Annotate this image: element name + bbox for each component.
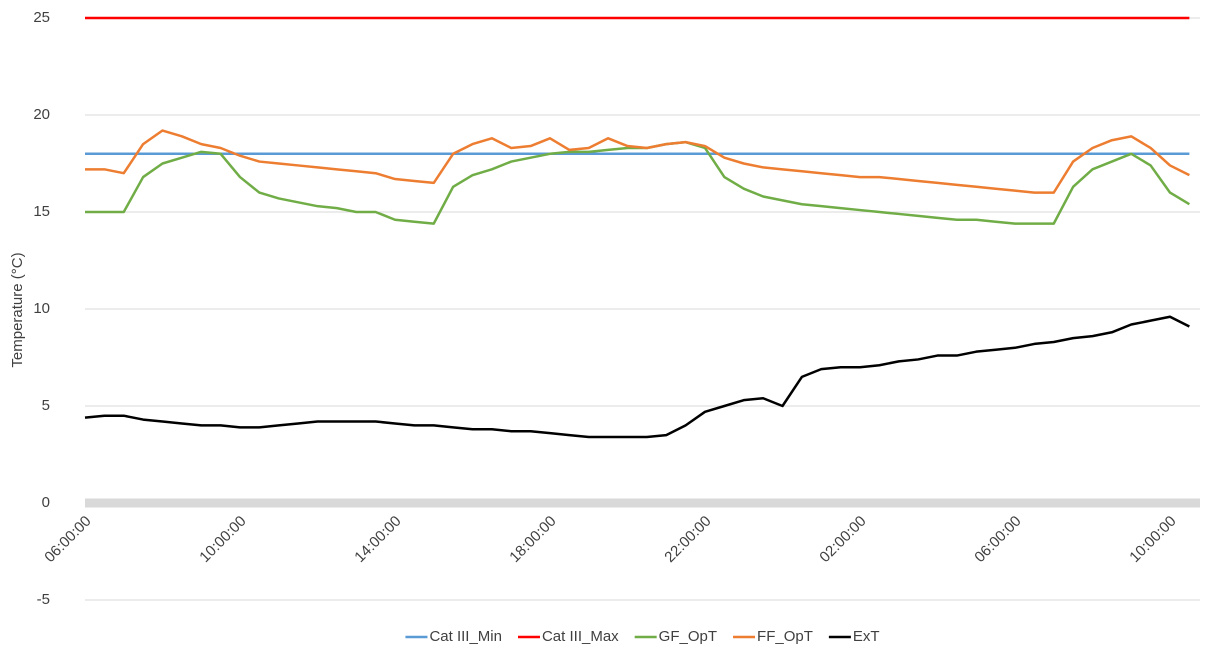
series-line xyxy=(84,315,1190,439)
series-line xyxy=(85,129,1190,194)
x-tick-label: 06:00:00 xyxy=(41,513,94,566)
legend-label: Cat III_Max xyxy=(542,628,619,645)
legend-label: GF_OpT xyxy=(659,628,717,645)
x-tick-label: 18:00:00 xyxy=(506,513,559,566)
y-tick-label: 15 xyxy=(33,203,50,220)
y-tick-label: -5 xyxy=(37,591,50,608)
y-tick-label: 20 xyxy=(33,106,50,123)
y-axis-label: Temperature (°C) xyxy=(9,252,26,367)
y-tick-label: 10 xyxy=(33,300,50,317)
legend-label: FF_OpT xyxy=(757,628,813,645)
x-tick-label: 22:00:00 xyxy=(661,513,714,566)
x-tick-label: 14:00:00 xyxy=(351,513,404,566)
x-tick-label: 10:00:00 xyxy=(196,513,249,566)
y-tick-label: 5 xyxy=(42,397,50,414)
x-tick-label: 10:00:00 xyxy=(1126,513,1179,566)
x-tick-label: 06:00:00 xyxy=(971,513,1024,566)
x-tick-label: 02:00:00 xyxy=(816,513,869,566)
y-tick-label: 0 xyxy=(42,494,50,511)
legend-label: ExT xyxy=(853,628,880,645)
y-tick-label: 25 xyxy=(33,9,50,26)
legend-label: Cat III_Min xyxy=(429,628,502,645)
